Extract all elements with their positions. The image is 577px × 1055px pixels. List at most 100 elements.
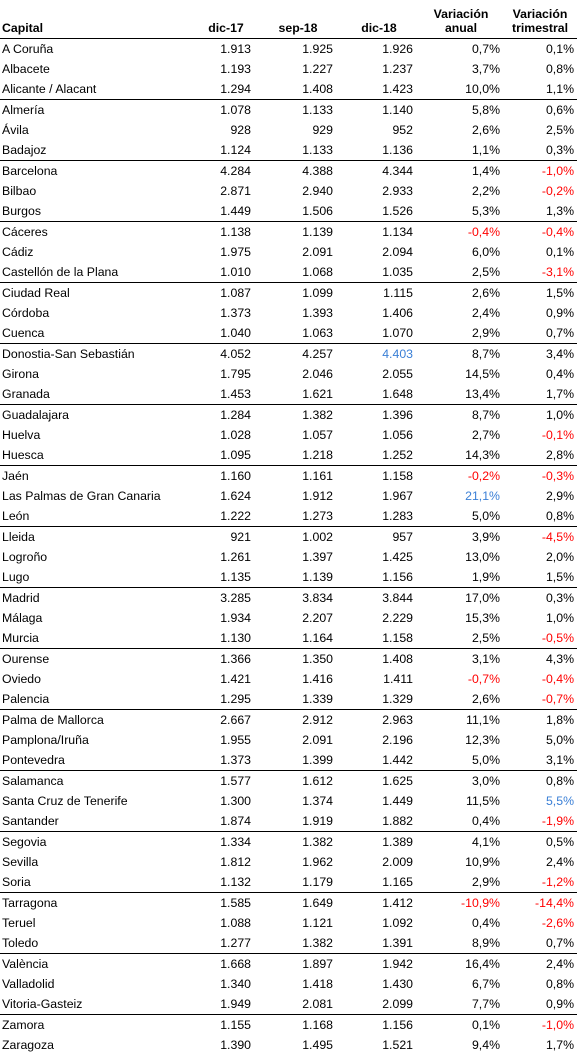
cell-variacion-trimestral: -1,0% (503, 1015, 577, 1036)
cell-variacion-trimestral: 5,0% (503, 730, 577, 750)
cell-sep18: 1.350 (257, 649, 339, 670)
cell-dic18: 1.412 (339, 893, 419, 914)
cell-dic18: 2.196 (339, 730, 419, 750)
cell-sep18: 1.063 (257, 323, 339, 344)
cell-dic18: 1.136 (339, 140, 419, 161)
cell-sep18: 929 (257, 120, 339, 140)
cell-dic18: 1.165 (339, 872, 419, 893)
cell-variacion-anual: 0,1% (419, 1015, 503, 1036)
cell-capital: Ciudad Real (0, 283, 195, 304)
cell-sep18: 1.382 (257, 832, 339, 853)
cell-sep18: 1.218 (257, 445, 339, 466)
cell-sep18: 2.081 (257, 994, 339, 1015)
cell-dic17: 1.095 (195, 445, 257, 466)
cell-sep18: 1.168 (257, 1015, 339, 1036)
cell-capital: Oviedo (0, 669, 195, 689)
cell-sep18: 1.382 (257, 405, 339, 426)
cell-variacion-trimestral: -0,3% (503, 466, 577, 487)
cell-variacion-trimestral: 0,9% (503, 303, 577, 323)
cell-variacion-trimestral: 1,1% (503, 79, 577, 100)
cell-sep18: 1.393 (257, 303, 339, 323)
cell-variacion-trimestral: 0,6% (503, 100, 577, 121)
cell-capital: Vitoria-Gasteiz (0, 994, 195, 1015)
cell-variacion-anual: 2,5% (419, 628, 503, 649)
cell-variacion-anual: 21,1% (419, 486, 503, 506)
cell-variacion-trimestral: 2,8% (503, 445, 577, 466)
cell-dic18: 1.406 (339, 303, 419, 323)
cell-variacion-trimestral: -0,1% (503, 425, 577, 445)
cell-capital: Madrid (0, 588, 195, 609)
cell-dic17: 1.949 (195, 994, 257, 1015)
cell-dic17: 1.874 (195, 811, 257, 832)
cell-sep18: 1.919 (257, 811, 339, 832)
cell-dic18: 1.389 (339, 832, 419, 853)
cell-dic17: 4.052 (195, 344, 257, 365)
cell-dic18: 1.625 (339, 771, 419, 792)
cell-dic17: 1.624 (195, 486, 257, 506)
cell-dic18: 1.942 (339, 954, 419, 975)
cell-dic18: 1.396 (339, 405, 419, 426)
cell-dic18: 1.430 (339, 974, 419, 994)
cell-variacion-anual: 12,3% (419, 730, 503, 750)
cell-variacion-trimestral: -0,4% (503, 222, 577, 243)
cell-dic17: 928 (195, 120, 257, 140)
cell-variacion-anual: 2,5% (419, 262, 503, 283)
cell-sep18: 1.139 (257, 567, 339, 588)
cell-dic18: 1.056 (339, 425, 419, 445)
cell-variacion-anual: 2,2% (419, 181, 503, 201)
cell-variacion-anual: 3,1% (419, 649, 503, 670)
cell-capital: Cáceres (0, 222, 195, 243)
cell-capital: Badajoz (0, 140, 195, 161)
cell-dic17: 1.334 (195, 832, 257, 853)
cell-variacion-anual: 5,3% (419, 201, 503, 222)
cell-sep18: 1.495 (257, 1035, 339, 1055)
cell-dic18: 1.408 (339, 649, 419, 670)
cell-variacion-anual: 2,7% (419, 425, 503, 445)
cell-dic17: 1.124 (195, 140, 257, 161)
cell-sep18: 1.099 (257, 283, 339, 304)
cell-dic18: 1.237 (339, 59, 419, 79)
cell-dic17: 1.955 (195, 730, 257, 750)
cell-dic18: 957 (339, 527, 419, 548)
cell-dic18: 4.403 (339, 344, 419, 365)
cell-dic18: 1.391 (339, 933, 419, 954)
cell-sep18: 1.002 (257, 527, 339, 548)
cell-capital: Tarragona (0, 893, 195, 914)
cell-variacion-anual: 4,1% (419, 832, 503, 853)
cell-sep18: 1.179 (257, 872, 339, 893)
cell-variacion-trimestral: -1,0% (503, 161, 577, 182)
cell-sep18: 1.897 (257, 954, 339, 975)
cell-capital: Palma de Mallorca (0, 710, 195, 731)
cell-sep18: 1.649 (257, 893, 339, 914)
header-dic18: dic-18 (339, 0, 419, 39)
cell-variacion-trimestral: 5,5% (503, 791, 577, 811)
cell-capital: Salamanca (0, 771, 195, 792)
cell-variacion-anual: -0,2% (419, 466, 503, 487)
cell-dic17: 1.078 (195, 100, 257, 121)
cell-dic17: 1.138 (195, 222, 257, 243)
cell-variacion-anual: 0,4% (419, 811, 503, 832)
cell-dic17: 1.975 (195, 242, 257, 262)
cell-variacion-trimestral: -0,2% (503, 181, 577, 201)
cell-dic17: 3.285 (195, 588, 257, 609)
cell-dic18: 1.283 (339, 506, 419, 527)
cell-dic18: 1.140 (339, 100, 419, 121)
cell-variacion-anual: 9,4% (419, 1035, 503, 1055)
cell-variacion-anual: 3,7% (419, 59, 503, 79)
cell-dic17: 1.010 (195, 262, 257, 283)
cell-variacion-anual: 6,0% (419, 242, 503, 262)
